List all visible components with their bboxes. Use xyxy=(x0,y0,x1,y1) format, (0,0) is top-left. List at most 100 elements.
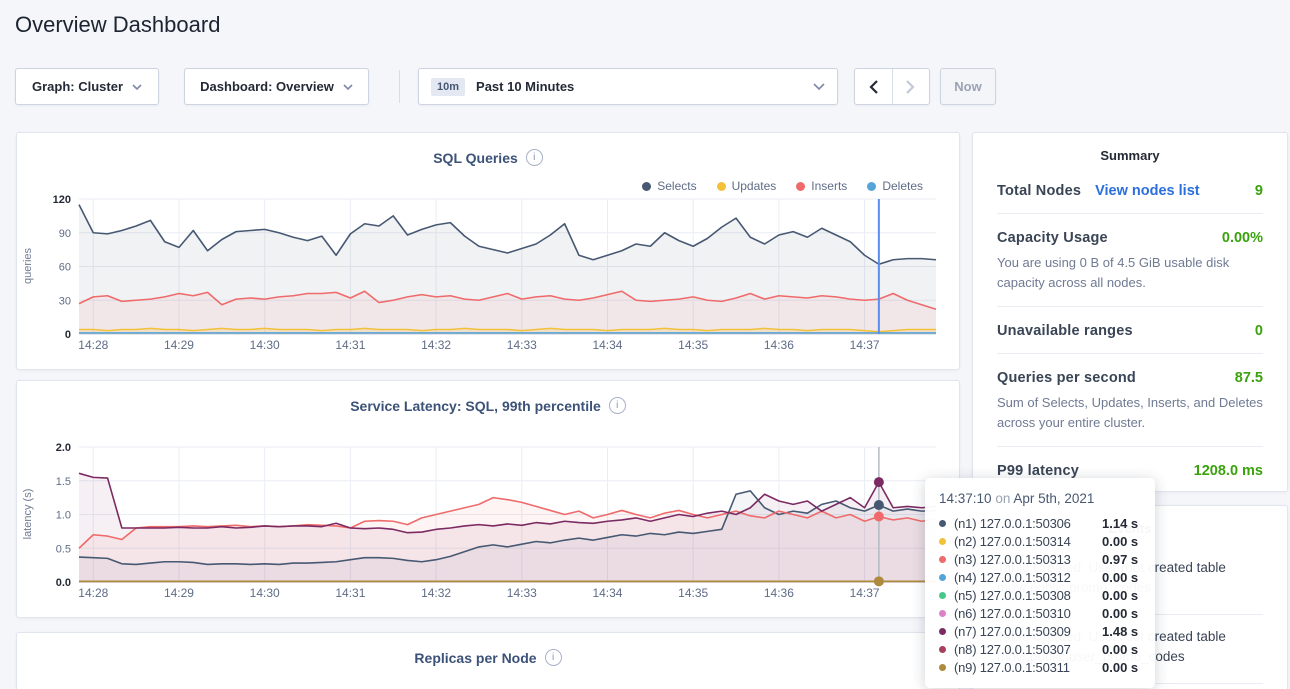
svg-text:14:28: 14:28 xyxy=(78,338,108,352)
sql-queries-chart[interactable]: 14:28 14:29 14:30 14:31 14:32 14:33 14:34 14:35… xyxy=(17,189,961,361)
node-color-dot-icon xyxy=(939,609,946,617)
chevron-down-icon xyxy=(813,83,825,90)
summary-rows: Total Nodes View nodes list 9 Capacity Usag… xyxy=(973,167,1287,493)
summary-row-value: 0.00% xyxy=(1221,230,1263,246)
info-icon[interactable]: i xyxy=(544,649,562,666)
svg-text:120: 120 xyxy=(53,194,71,206)
svg-text:14:34: 14:34 xyxy=(592,586,622,600)
now-button[interactable]: Now xyxy=(940,68,996,105)
node-color-dot-icon xyxy=(939,663,946,671)
svg-text:14:37: 14:37 xyxy=(850,338,880,352)
info-icon[interactable]: i xyxy=(525,149,543,166)
now-button-label: Now xyxy=(954,79,982,94)
toolbar-divider xyxy=(399,70,400,103)
svg-text:14:33: 14:33 xyxy=(507,586,537,600)
time-prev-button[interactable] xyxy=(855,69,892,104)
svg-text:14:28: 14:28 xyxy=(78,586,108,600)
node-color-dot-icon xyxy=(939,645,946,653)
tooltip-node-label: (n5) 127.0.0.1:50308 xyxy=(954,587,1071,603)
summary-row: Total Nodes View nodes list 9 xyxy=(997,167,1263,214)
summary-row: P99 latency 1208.0 ms xyxy=(997,447,1263,493)
tooltip-node-row: (n1) 127.0.0.1:50306 1.14 s xyxy=(939,514,1141,532)
tooltip-node-label: (n7) 127.0.0.1:50309 xyxy=(954,623,1071,639)
legend-label: Inserts xyxy=(811,179,848,193)
tooltip-node-label: (n8) 127.0.0.1:50307 xyxy=(954,641,1071,657)
service-latency-chart-title: Service Latency: SQL, 99th percentile xyxy=(350,397,601,414)
info-icon[interactable]: i xyxy=(608,397,626,414)
summary-card: Summary Total Nodes View nodes list 9 Capac… xyxy=(972,132,1288,492)
replicas-per-node-card: Replicas per Node i xyxy=(16,632,960,689)
node-color-dot-icon xyxy=(939,627,946,635)
svg-text:14:37: 14:37 xyxy=(850,586,880,600)
legend-dot-icon xyxy=(716,181,726,191)
summary-row-value: 1208.0 ms xyxy=(1193,463,1263,479)
graph-dropdown-label: Graph: Cluster xyxy=(31,79,123,94)
time-next-button[interactable] xyxy=(891,69,930,104)
tooltip-node-row: (n6) 127.0.0.1:50310 0.00 s xyxy=(939,604,1141,622)
tooltip-node-label: (n6) 127.0.0.1:50310 xyxy=(954,605,1071,621)
svg-text:14:35: 14:35 xyxy=(678,338,708,352)
svg-text:1.0: 1.0 xyxy=(56,510,71,522)
svg-text:14:29: 14:29 xyxy=(164,338,194,352)
tooltip-node-value: 0.00 s xyxy=(1102,659,1139,675)
tooltip-node-value: 0.00 s xyxy=(1102,587,1139,603)
tooltip-on-word: on xyxy=(995,491,1011,506)
dashboard-dropdown[interactable]: Dashboard: Overview xyxy=(184,68,369,105)
svg-text:14:35: 14:35 xyxy=(678,586,708,600)
time-range-selector[interactable]: 10m Past 10 Minutes xyxy=(418,68,838,105)
svg-text:1.5: 1.5 xyxy=(56,476,71,488)
node-color-dot-icon xyxy=(939,591,946,599)
view-nodes-list-link[interactable]: View nodes list xyxy=(1095,183,1200,199)
legend-label: Selects xyxy=(657,179,697,193)
replicas-chart-title: Replicas per Node xyxy=(414,649,537,666)
summary-row: Unavailable ranges 0 xyxy=(997,307,1263,354)
tooltip-node-value: 1.48 s xyxy=(1102,623,1139,639)
tooltip-node-row: (n7) 127.0.0.1:50309 1.48 s xyxy=(939,622,1141,640)
sql-chart-legend: Selects Updates Inserts Deletes xyxy=(642,179,923,193)
summary-row-label: Total Nodes xyxy=(997,183,1082,199)
svg-text:14:31: 14:31 xyxy=(335,338,365,352)
time-range-badge: 10m xyxy=(431,77,466,96)
tooltip-node-label: (n4) 127.0.0.1:50312 xyxy=(954,569,1071,585)
svg-text:14:32: 14:32 xyxy=(421,586,451,600)
tooltip-node-row: (n8) 127.0.0.1:50307 0.00 s xyxy=(939,640,1141,658)
tooltip-node-value: 1.14 s xyxy=(1102,515,1139,531)
svg-text:14:32: 14:32 xyxy=(421,338,451,352)
sql-queries-card: SQL Queries i Selects Updates Inserts Delet… xyxy=(16,132,960,370)
node-color-dot-icon xyxy=(939,555,946,563)
legend-dot-icon xyxy=(867,181,877,191)
legend-label: Updates xyxy=(731,179,777,193)
svg-text:14:36: 14:36 xyxy=(764,338,794,352)
svg-text:queries: queries xyxy=(22,247,34,284)
tooltip-node-value: 0.00 s xyxy=(1102,569,1139,585)
svg-text:14:30: 14:30 xyxy=(250,586,280,600)
tooltip-node-rows: (n1) 127.0.0.1:50306 1.14 s (n2) 127.0.0.1… xyxy=(939,514,1141,676)
chevron-left-icon xyxy=(869,79,878,94)
svg-text:14:29: 14:29 xyxy=(164,586,194,600)
svg-text:latency (s): latency (s) xyxy=(22,489,34,540)
svg-text:14:36: 14:36 xyxy=(764,586,794,600)
node-color-dot-icon xyxy=(939,573,946,581)
tooltip-node-value: 0.00 s xyxy=(1102,641,1139,657)
tooltip-node-row: (n2) 127.0.0.1:50314 0.00 s xyxy=(939,532,1141,550)
tooltip-node-row: (n9) 127.0.0.1:50311 0.00 s xyxy=(939,658,1141,676)
tooltip-node-row: (n4) 127.0.0.1:50312 0.00 s xyxy=(939,568,1141,586)
node-color-dot-icon xyxy=(939,519,946,527)
chevron-right-icon xyxy=(906,79,915,94)
legend-item-deletes[interactable]: Deletes xyxy=(867,179,923,193)
summary-row-description: Sum of Selects, Updates, Inserts, and De… xyxy=(997,395,1263,430)
tooltip-node-label: (n9) 127.0.0.1:50311 xyxy=(954,659,1070,675)
service-latency-chart[interactable]: 14:28 14:29 14:30 14:31 14:32 14:33 14:34 14:35… xyxy=(17,437,961,609)
graph-dropdown[interactable]: Graph: Cluster xyxy=(15,68,159,105)
summary-row-description: You are using 0 B of 4.5 GiB usable disk… xyxy=(997,255,1230,290)
legend-item-inserts[interactable]: Inserts xyxy=(796,179,847,193)
service-latency-card: Service Latency: SQL, 99th percentile i … xyxy=(16,380,960,618)
tooltip-node-row: (n5) 127.0.0.1:50308 0.00 s xyxy=(939,586,1141,604)
svg-text:0: 0 xyxy=(65,329,71,341)
summary-title: Summary xyxy=(1100,148,1160,163)
time-nav-group xyxy=(854,68,930,105)
svg-text:2.0: 2.0 xyxy=(56,442,71,454)
legend-item-selects[interactable]: Selects xyxy=(642,179,697,193)
legend-item-updates[interactable]: Updates xyxy=(716,179,777,193)
